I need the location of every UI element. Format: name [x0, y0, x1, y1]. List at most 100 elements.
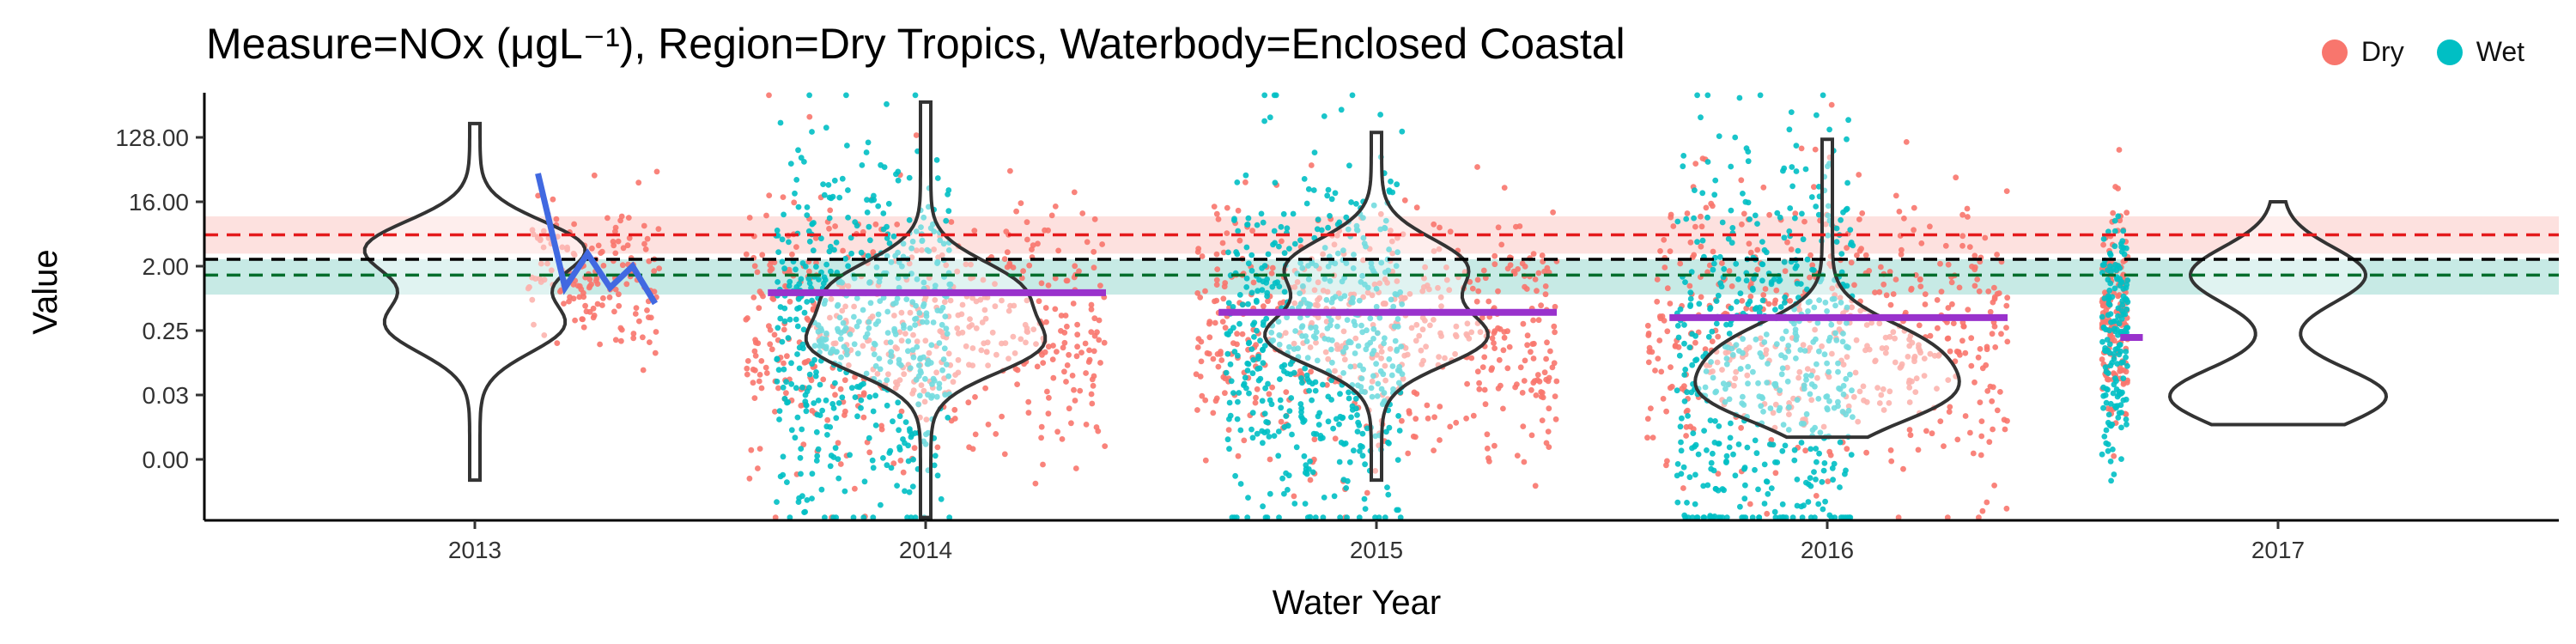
data-point	[1302, 365, 1309, 372]
data-point	[1368, 260, 1375, 267]
data-point	[1506, 343, 1513, 350]
data-point	[752, 353, 759, 359]
data-point	[891, 328, 898, 335]
data-point	[798, 446, 805, 452]
data-point	[1732, 472, 1739, 479]
data-point	[1489, 335, 1496, 342]
data-point	[611, 308, 617, 315]
data-point	[1276, 331, 1283, 338]
data-point	[1982, 234, 1989, 241]
data-point	[1922, 291, 1929, 297]
data-point	[941, 375, 947, 382]
data-point	[1546, 405, 1552, 412]
data-point	[806, 280, 813, 287]
data-point	[823, 125, 829, 131]
data-point	[1772, 470, 1779, 477]
data-point	[1687, 295, 1694, 302]
data-point	[1825, 478, 1832, 484]
data-point	[1401, 197, 1408, 204]
data-point	[972, 394, 978, 400]
data-point	[1275, 428, 1282, 434]
data-point	[840, 319, 847, 326]
data-point	[1742, 198, 1749, 205]
data-point	[802, 398, 809, 404]
data-point	[1900, 465, 1906, 472]
data-point	[1742, 514, 1749, 520]
data-point	[1442, 355, 1448, 361]
data-point	[1960, 323, 1967, 330]
data-point	[1850, 393, 1857, 400]
data-point	[1544, 339, 1550, 346]
data-point	[1480, 267, 1487, 274]
data-point	[1800, 342, 1807, 349]
data-point	[2101, 325, 2107, 331]
data-point	[1906, 399, 1913, 405]
data-point	[912, 92, 919, 99]
data-point	[914, 247, 920, 254]
data-point	[1807, 391, 1814, 398]
data-point	[858, 249, 865, 256]
data-point	[886, 450, 893, 456]
data-point	[750, 295, 757, 301]
data-point	[767, 341, 774, 348]
data-point	[1066, 405, 1072, 412]
data-point	[830, 454, 837, 460]
data-point	[1786, 404, 1792, 410]
data-point	[1704, 159, 1711, 165]
data-point	[981, 340, 987, 347]
data-point	[884, 377, 890, 384]
data-point	[1059, 436, 1066, 442]
data-point	[817, 381, 823, 388]
data-point	[1242, 179, 1249, 185]
data-point	[863, 149, 870, 155]
data-point	[779, 258, 786, 265]
data-point	[1453, 323, 1460, 330]
data-point	[1921, 373, 1928, 379]
data-point	[1236, 320, 1242, 327]
data-point	[2113, 318, 2120, 324]
data-point	[1931, 352, 1938, 359]
data-point	[906, 260, 913, 267]
data-point	[1446, 287, 1453, 294]
data-point	[1388, 296, 1394, 303]
data-point	[784, 479, 790, 485]
data-point	[1254, 386, 1261, 392]
data-point	[1083, 422, 1090, 428]
data-point	[620, 245, 627, 252]
data-point	[1842, 514, 1849, 520]
data-point	[1070, 301, 1077, 307]
data-point	[2003, 188, 2010, 195]
data-point	[1382, 217, 1389, 224]
data-point	[1976, 514, 1982, 520]
data-point	[1722, 398, 1728, 405]
data-point	[1501, 334, 1508, 341]
data-point	[1698, 243, 1704, 250]
data-point	[1312, 387, 1319, 394]
data-point	[1195, 246, 1202, 252]
data-point	[779, 338, 786, 345]
data-point	[860, 390, 867, 397]
data-point	[1244, 514, 1251, 520]
data-point	[966, 324, 973, 330]
data-point	[1311, 436, 1318, 443]
data-point	[1386, 189, 1393, 195]
data-point	[1447, 423, 1454, 430]
data-point	[1702, 384, 1709, 391]
data-point	[902, 331, 908, 337]
data-point	[1397, 514, 1404, 520]
data-point	[1246, 390, 1252, 397]
data-point	[641, 222, 647, 229]
data-point	[1243, 385, 1249, 392]
data-point	[1785, 427, 1792, 433]
data-point	[759, 252, 766, 258]
data-point	[1198, 358, 1205, 365]
data-point	[1394, 278, 1400, 284]
data-point	[818, 235, 824, 242]
data-point	[784, 353, 790, 360]
data-point	[1678, 439, 1684, 446]
data-point	[1289, 431, 1295, 438]
data-point	[1293, 444, 1300, 451]
data-point	[2123, 282, 2130, 288]
data-point	[896, 377, 903, 383]
data-point	[866, 319, 872, 325]
